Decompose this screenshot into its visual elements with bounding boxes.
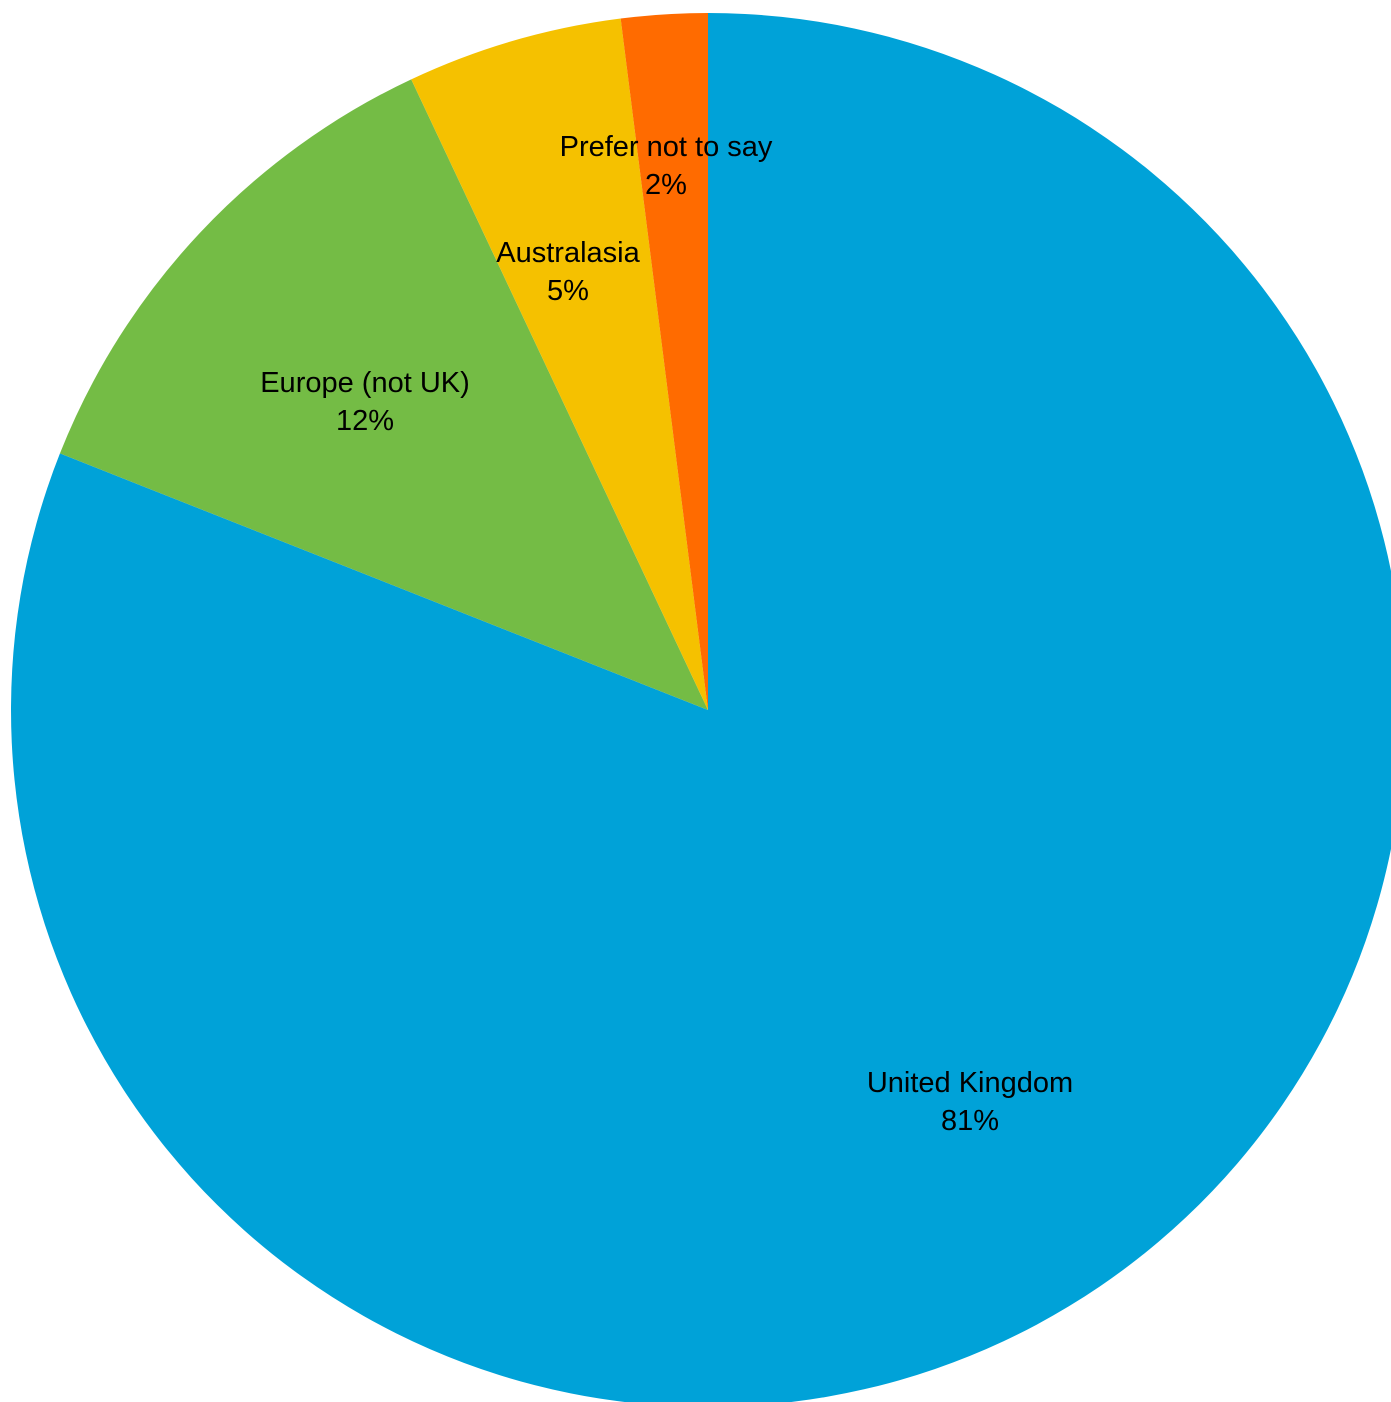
slice-percent-label: 5% [547,275,589,307]
pie-slice-prefer-not-to-say [620,13,708,710]
slice-category-label: Australasia [496,237,640,269]
pie-slice-united-kingdom [11,13,1391,1402]
slice-percent-label: 12% [336,405,394,437]
slice-category-label: Europe (not UK) [260,367,470,399]
pie-slice-australasia [411,18,708,710]
slice-category-label: Prefer not to say [560,131,773,163]
slice-percent-label: 2% [645,169,687,201]
slice-label-europe-not-uk: Europe (not UK) 12% [260,367,470,437]
slice-label-australasia: Australasia 5% [496,237,640,307]
slice-percent-label: 81% [941,1105,999,1137]
slice-label-prefer-not-to-say: Prefer not to say 2% [560,131,773,201]
pie-slices [11,13,1391,1402]
pie-slice-europe-not-uk [59,79,708,711]
slice-label-united-kingdom: United Kingdom 81% [867,1067,1073,1137]
pie-labels: United Kingdom 81% Europe (not UK) 12% Austr… [260,131,1073,1137]
slice-category-label: United Kingdom [867,1067,1073,1099]
